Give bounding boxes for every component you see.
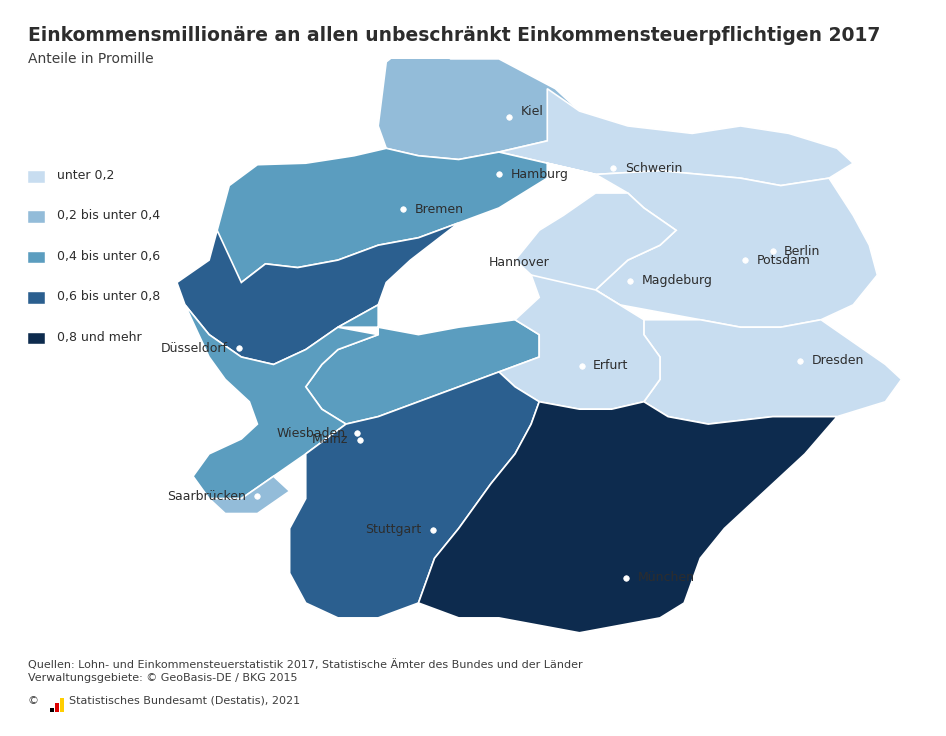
Text: Saarbrücken: Saarbrücken (167, 490, 246, 503)
Text: Erfurt: Erfurt (593, 359, 629, 372)
Text: Mainz: Mainz (312, 434, 348, 446)
Text: unter 0,2: unter 0,2 (57, 169, 114, 182)
Polygon shape (596, 171, 877, 328)
Text: Potsdam: Potsdam (757, 254, 811, 266)
Polygon shape (209, 149, 596, 283)
Polygon shape (499, 89, 853, 185)
Polygon shape (306, 305, 539, 424)
Polygon shape (644, 319, 902, 424)
Text: Schwerin: Schwerin (624, 162, 682, 175)
Text: Stuttgart: Stuttgart (365, 523, 422, 537)
Text: Statistisches Bundesamt (Destatis), 2021: Statistisches Bundesamt (Destatis), 2021 (69, 696, 300, 706)
Text: Verwaltungsgebiete: © GeoBasis-DE / BKG 2015: Verwaltungsgebiete: © GeoBasis-DE / BKG … (28, 673, 298, 684)
Text: München: München (638, 571, 694, 584)
Text: Kiel: Kiel (521, 105, 544, 118)
Text: Düsseldorf: Düsseldorf (161, 342, 228, 355)
Text: 0,8 und mehr: 0,8 und mehr (57, 330, 141, 344)
Polygon shape (515, 193, 676, 335)
Bar (50, 708, 54, 712)
Bar (55, 703, 59, 712)
Polygon shape (741, 239, 797, 266)
Bar (60, 698, 63, 712)
Text: Berlin: Berlin (784, 244, 820, 258)
Text: 0,2 bis unter 0,4: 0,2 bis unter 0,4 (57, 209, 160, 222)
Text: Dresden: Dresden (812, 354, 864, 367)
Polygon shape (185, 305, 378, 498)
Polygon shape (377, 198, 417, 221)
Polygon shape (418, 402, 837, 633)
Polygon shape (177, 223, 459, 364)
Text: Anteile in Promille: Anteile in Promille (28, 52, 154, 66)
Polygon shape (209, 476, 289, 514)
Text: Magdeburg: Magdeburg (641, 275, 712, 288)
Polygon shape (289, 372, 539, 618)
Text: Quellen: Lohn- und Einkommensteuerstatistik 2017, Statistische Ämter des Bundes : Quellen: Lohn- und Einkommensteuerstatis… (28, 659, 583, 670)
Text: Einkommensmillionäre an allen unbeschränkt Einkommensteuerpflichtigen 2017: Einkommensmillionäre an allen unbeschrän… (28, 26, 881, 45)
Text: 0,6 bis unter 0,8: 0,6 bis unter 0,8 (57, 290, 160, 303)
Text: Bremen: Bremen (414, 203, 464, 216)
Text: Hamburg: Hamburg (510, 168, 569, 181)
Text: ©: © (28, 696, 43, 706)
Polygon shape (378, 37, 580, 160)
Polygon shape (499, 275, 660, 409)
Text: Wiesbaden: Wiesbaden (277, 427, 346, 439)
Text: 0,4 bis unter 0,6: 0,4 bis unter 0,6 (57, 250, 160, 263)
Text: Hannover: Hannover (488, 256, 550, 269)
Polygon shape (463, 162, 515, 183)
